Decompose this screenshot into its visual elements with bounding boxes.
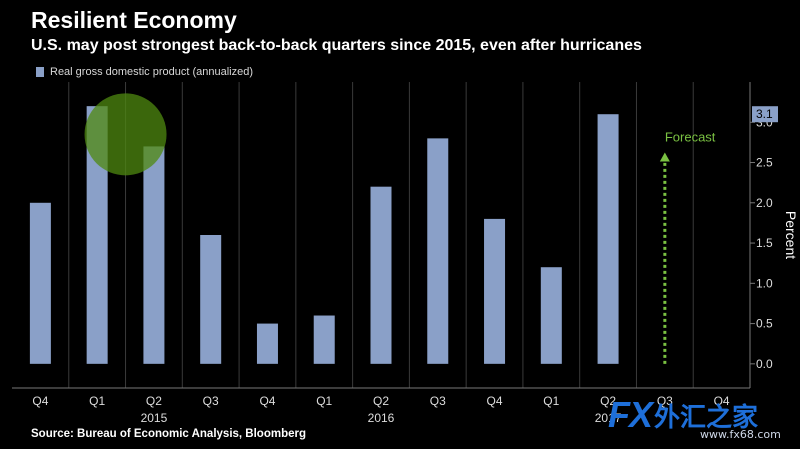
legend-swatch: [36, 67, 44, 77]
y-tick-label: 0.5: [756, 317, 773, 331]
bar: [313, 315, 335, 364]
x-tick-label: Q2: [373, 394, 389, 408]
bar: [256, 323, 278, 364]
watermark-logo: FX 外汇之家: [608, 394, 758, 436]
forecast-arrow-head: [659, 152, 670, 162]
y-tick-label: 2.0: [756, 196, 773, 210]
bar: [86, 106, 108, 364]
year-label: 2015: [141, 411, 168, 425]
x-tick-label: Q1: [316, 394, 332, 408]
year-label: 2017: [595, 411, 622, 425]
bar: [200, 235, 222, 364]
watermark-cn: 外汇之家: [654, 402, 759, 433]
x-tick-label: Q3: [657, 394, 673, 408]
x-tick-label: Q4: [714, 394, 730, 408]
highlight-circle: [84, 93, 167, 176]
y-axis-title: Percent: [783, 211, 799, 259]
year-label: 2016: [368, 411, 395, 425]
legend: Real gross domestic product (annualized): [36, 66, 253, 78]
x-tick-label: Q4: [32, 394, 48, 408]
y-tick-label: 2.5: [756, 156, 773, 170]
y-tick-label: 1.5: [756, 236, 773, 250]
chart-subtitle: U.S. may post strongest back-to-back qua…: [31, 37, 642, 54]
watermark-url: www.fx68.com: [700, 428, 781, 441]
bar: [143, 146, 165, 364]
forecast-label: Forecast: [665, 129, 716, 144]
x-tick-label: Q4: [487, 394, 503, 408]
last-value-label: 3.1: [756, 107, 773, 121]
x-tick-label: Q3: [430, 394, 446, 408]
source-note: Source: Bureau of Economic Analysis, Blo…: [31, 428, 306, 440]
watermark-fx: FX: [608, 394, 653, 435]
x-tick-label: Q2: [146, 394, 162, 408]
y-tick-label: 0.0: [756, 357, 773, 371]
bar: [597, 114, 619, 364]
bar: [427, 138, 449, 364]
legend-label: Real gross domestic product (annualized): [50, 66, 253, 78]
last-value-box: [752, 106, 778, 123]
y-tick-label: 1.0: [756, 276, 773, 290]
bar: [29, 202, 51, 364]
bar: [484, 218, 506, 364]
bar: [540, 267, 562, 364]
x-tick-label: Q1: [543, 394, 559, 408]
x-tick-label: Q3: [203, 394, 219, 408]
x-tick-label: Q1: [89, 394, 105, 408]
bar: [370, 186, 392, 364]
chart-title: Resilient Economy: [31, 7, 237, 33]
x-tick-label: Q4: [259, 394, 275, 408]
x-tick-label: Q2: [600, 394, 616, 408]
